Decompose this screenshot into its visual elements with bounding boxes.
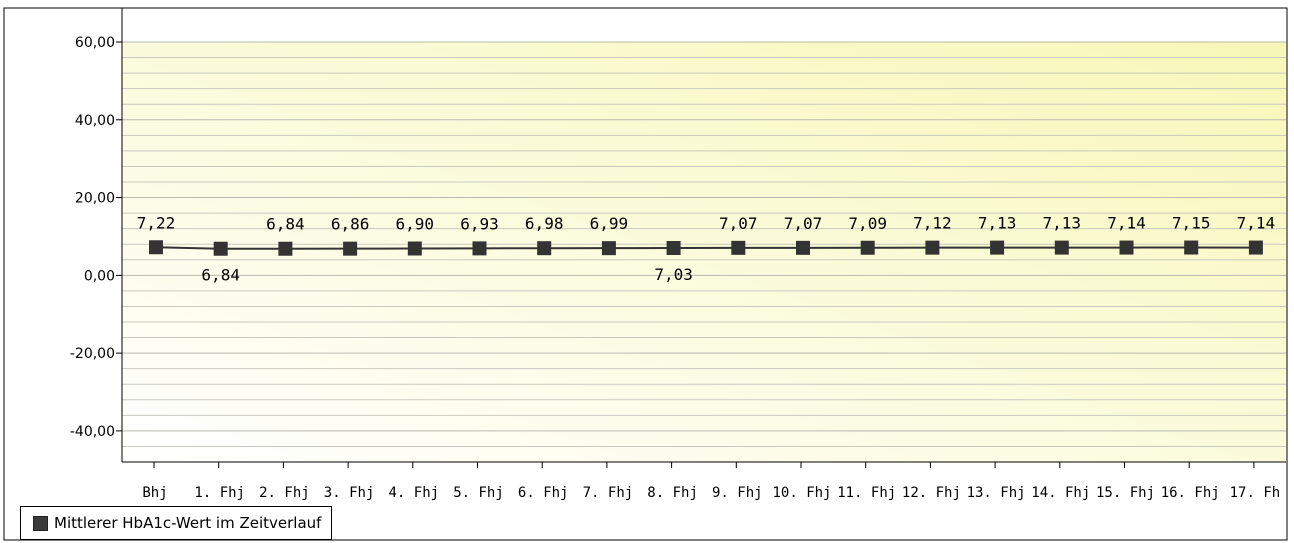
data-point bbox=[1248, 240, 1263, 255]
data-point bbox=[860, 240, 875, 255]
data-label: 7,22 bbox=[137, 213, 176, 232]
x-tick-label: 8. Fhj bbox=[647, 485, 698, 501]
data-point bbox=[1184, 240, 1199, 255]
x-tick-label: 15. Fhj bbox=[1096, 485, 1155, 501]
data-label: 7,13 bbox=[1043, 214, 1082, 233]
x-tick-label: 4. Fhj bbox=[389, 485, 440, 501]
data-point bbox=[149, 240, 163, 255]
data-label: 6,93 bbox=[460, 214, 499, 233]
data-point bbox=[925, 240, 940, 255]
x-tick-label: 6. Fhj bbox=[518, 485, 569, 501]
x-tick-label: 16. Fhj bbox=[1161, 485, 1220, 501]
x-tick-label: 12. Fhj bbox=[902, 485, 961, 501]
data-label: 6,84 bbox=[201, 266, 240, 285]
data-label: 6,98 bbox=[525, 214, 564, 233]
x-tick-label: Bhj bbox=[142, 485, 167, 501]
data-label: 7,07 bbox=[784, 214, 823, 233]
series-layer: 7,22 6,84 6,84 6,86 6,90 6,93 6,98 6,99 7,03 7,07… bbox=[137, 213, 1275, 284]
data-point bbox=[537, 241, 552, 256]
plot-area bbox=[122, 42, 1286, 462]
x-tick-label: 13. Fhj bbox=[967, 485, 1026, 501]
data-label: 7,07 bbox=[719, 214, 758, 233]
data-point bbox=[472, 241, 487, 256]
x-tick-label: 11. Fhj bbox=[837, 485, 896, 501]
x-tick-label: 3. Fhj bbox=[324, 485, 375, 501]
data-point bbox=[1119, 240, 1134, 255]
x-tick-label: 10. Fhj bbox=[772, 485, 831, 501]
data-point bbox=[601, 241, 616, 256]
data-label: 6,99 bbox=[590, 214, 629, 233]
x-tick-label: 5. Fhj bbox=[453, 485, 504, 501]
data-point bbox=[213, 241, 228, 256]
data-point bbox=[666, 240, 681, 255]
x-tick-label: 17. Fh bbox=[1230, 485, 1281, 501]
legend-swatch bbox=[33, 515, 48, 531]
series-line bbox=[155, 246, 1256, 250]
data-label: 7,12 bbox=[913, 214, 952, 233]
x-tick-label: 14. Fhj bbox=[1031, 485, 1090, 501]
data-label: 7,14 bbox=[1237, 214, 1276, 233]
data-point bbox=[278, 241, 293, 256]
legend: Mittlerer HbA1c-Wert im Zeitverlauf bbox=[20, 506, 333, 540]
y-tick-label: 0,00 bbox=[84, 268, 115, 284]
data-label: 7,13 bbox=[978, 214, 1017, 233]
y-tick-label: 40,00 bbox=[75, 113, 115, 129]
grid-lines bbox=[122, 41, 1286, 463]
data-point bbox=[407, 241, 422, 256]
y-tick-label: 20,00 bbox=[75, 191, 115, 207]
data-label: 6,86 bbox=[331, 215, 370, 234]
x-tick-label: 2. Fhj bbox=[259, 485, 310, 501]
legend-label: Mittlerer HbA1c-Wert im Zeitverlauf bbox=[54, 514, 322, 532]
y-tick-label: -40,00 bbox=[70, 424, 115, 440]
data-label: 7,09 bbox=[848, 214, 887, 233]
data-point bbox=[990, 240, 1005, 255]
y-tick-label: -20,00 bbox=[70, 346, 115, 362]
data-point bbox=[343, 241, 358, 256]
data-label: 6,84 bbox=[266, 215, 305, 234]
data-label: 7,03 bbox=[654, 265, 693, 284]
y-tick-label: 60,00 bbox=[75, 35, 115, 51]
x-tick-label: 7. Fhj bbox=[583, 485, 634, 501]
x-tick-label: 1. Fhj bbox=[194, 485, 245, 501]
axes: 60,00 40,00 20,00 0,00 -20,00 -40,00 Bhj 1. Fhj… bbox=[70, 8, 1286, 501]
data-point bbox=[1054, 240, 1069, 255]
data-point bbox=[731, 240, 746, 255]
data-point bbox=[796, 240, 810, 255]
data-label: 7,14 bbox=[1107, 214, 1146, 233]
x-tick-label: 9. Fhj bbox=[712, 485, 763, 501]
data-label: 6,90 bbox=[396, 215, 435, 234]
data-label: 7,15 bbox=[1172, 214, 1211, 233]
